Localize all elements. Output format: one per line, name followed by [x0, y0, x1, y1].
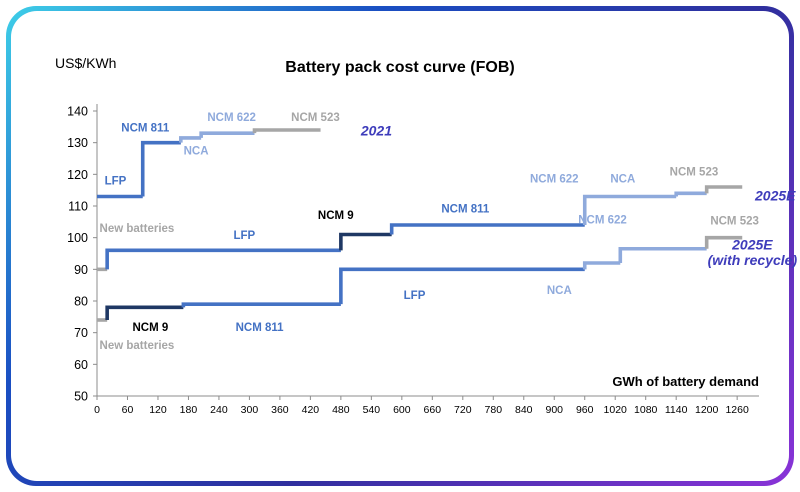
annotation-label-ncm-523-20: NCM 523: [710, 216, 759, 228]
cost-curve-chart: 50 60 70 80 90 100 110 120 130 140 0 60 120 180 240 300…: [67, 104, 797, 416]
curve-segment-2021-ncm-523: [252, 128, 321, 134]
curve-segment-2025e-ncm-811: [389, 223, 585, 235]
x-axis-title: GWh of battery demand: [612, 374, 759, 389]
x-tick-label-1200: 1200: [695, 404, 719, 416]
curve-segment-2021-ncm-622: [199, 131, 255, 138]
annotation-label-2025e-21: 2025E: [731, 236, 773, 252]
x-tick-label-720: 720: [454, 404, 472, 416]
y-tick-label-110: 110: [68, 200, 88, 214]
annotation-label-with-recycle-22: (with recycle): [708, 252, 798, 268]
annotation-label-ncm-622-19: NCM 622: [578, 215, 627, 227]
x-tick-label-60: 60: [122, 404, 134, 416]
chart-canvas: US$/KWh Battery pack cost curve (FOB) 50…: [11, 11, 797, 481]
curve-segment-2025e-with-recycle-ncm-523: [704, 235, 743, 249]
annotation-label-ncm-622-10: NCM 622: [530, 174, 579, 186]
x-tick-label-420: 420: [302, 404, 320, 416]
y-tick-label-80: 80: [74, 295, 88, 309]
curve-segment-2025e-nca: [674, 191, 707, 197]
annotation-label-lfp-0: LFP: [105, 175, 127, 187]
chart-title: Battery pack cost curve (FOB): [285, 59, 515, 76]
annotation-label-ncm-811-1: NCM 811: [121, 122, 170, 134]
curve-segment-2025e-with-recycle-nca: [582, 261, 621, 270]
annotation-label-ncm-523-4: NCM 523: [291, 112, 340, 124]
curve-segment-2025e-with-recycle-ncm-622: [618, 246, 707, 263]
annotation-label-new-batteries-6: New batteries: [100, 223, 175, 235]
x-tick-label-0: 0: [94, 404, 100, 416]
annotation-label-lfp-7: LFP: [233, 230, 255, 242]
y-tick-label-120: 120: [67, 168, 88, 182]
x-tick-label-300: 300: [241, 404, 259, 416]
curve-segment-2021-ncm-811: [140, 140, 181, 197]
curve-segment-2025e-ncm-523: [704, 185, 743, 194]
y-tick-label-140: 140: [67, 105, 88, 119]
curve-segment-2025e-ncm-9: [339, 232, 392, 251]
x-tick-label-960: 960: [576, 404, 594, 416]
annotation-label-2021-5: 2021: [360, 123, 392, 139]
x-tick-label-1080: 1080: [634, 404, 658, 416]
annotation-label-ncm-811-9: NCM 811: [441, 204, 490, 216]
x-tick-label-660: 660: [424, 404, 442, 416]
annotation-label-ncm-9-8: NCM 9: [318, 210, 354, 222]
y-tick-label-100: 100: [67, 231, 88, 245]
annotation-label-ncm-523-12: NCM 523: [670, 167, 719, 179]
x-tick-label-1260: 1260: [725, 404, 749, 416]
x-tick-label-1020: 1020: [604, 404, 628, 416]
y-tick-label-90: 90: [74, 263, 88, 277]
annotation-label-nca-18: NCA: [547, 285, 572, 297]
annotation-label-new-batteries-14: New batteries: [100, 340, 175, 352]
curve-segment-2025e-with-recycle-ncm-811: [181, 302, 341, 308]
annotation-label-ncm-9-15: NCM 9: [132, 322, 168, 334]
x-tick-label-840: 840: [515, 404, 533, 416]
x-tick-label-120: 120: [149, 404, 167, 416]
annotation-label-nca-2: NCA: [184, 145, 209, 157]
annotation-label-ncm-622-3: NCM 622: [207, 112, 256, 124]
y-tick-label-130: 130: [67, 136, 88, 150]
y-tick-label-50: 50: [74, 390, 88, 404]
annotation-label-ncm-811-16: NCM 811: [236, 322, 285, 334]
x-tick-label-240: 240: [210, 404, 228, 416]
annotation-label-nca-11: NCA: [610, 174, 635, 186]
y-tick-label-70: 70: [74, 326, 88, 340]
curve-segment-2025e-lfp: [105, 248, 341, 270]
annotation-label-2025e-13: 2025E: [754, 187, 796, 203]
x-tick-label-780: 780: [485, 404, 503, 416]
x-tick-label-600: 600: [393, 404, 411, 416]
curve-segment-2025e-ncm-622: [582, 194, 677, 225]
x-tick-label-480: 480: [332, 404, 350, 416]
window-frame: US$/KWh Battery pack cost curve (FOB) 50…: [6, 6, 797, 486]
x-tick-label-360: 360: [271, 404, 289, 416]
y-tick-label-60: 60: [74, 358, 88, 372]
curve-segment-2021-nca: [179, 136, 202, 143]
y-axis-unit-label: US$/KWh: [55, 55, 117, 71]
x-tick-label-1140: 1140: [665, 404, 688, 416]
annotation-label-lfp-17: LFP: [404, 290, 426, 302]
x-tick-label-180: 180: [180, 404, 198, 416]
x-tick-label-540: 540: [363, 404, 381, 416]
x-tick-label-900: 900: [545, 404, 563, 416]
curve-segment-2025e-with-recycle-lfp: [339, 267, 585, 305]
curve-segment-2025e-with-recycle-ncm-9: [105, 305, 184, 320]
